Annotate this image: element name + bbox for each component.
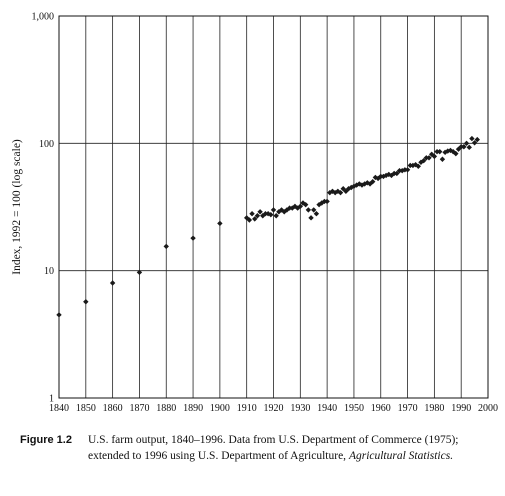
data-point bbox=[463, 140, 470, 147]
data-point bbox=[337, 189, 344, 196]
x-tick-label: 1860 bbox=[103, 403, 123, 414]
data-point bbox=[249, 211, 255, 217]
data-point bbox=[469, 135, 475, 142]
data-point bbox=[370, 178, 376, 185]
y-axis-label: Index, 1992 = 100 (log scale) bbox=[11, 139, 23, 275]
data-point bbox=[56, 312, 62, 318]
plot-frame bbox=[58, 15, 489, 399]
data-point bbox=[297, 203, 304, 210]
caption-text: U.S. farm output, 1840–1996. Data from U… bbox=[88, 432, 488, 464]
x-tick-label: 1840 bbox=[49, 403, 69, 414]
data-point bbox=[437, 148, 443, 155]
y-tick-labels: 1 10 100 1,000 bbox=[32, 12, 55, 405]
data-point bbox=[136, 269, 143, 276]
axes bbox=[58, 15, 489, 399]
data-point bbox=[466, 144, 472, 151]
data-point bbox=[415, 163, 421, 170]
y-tick-label: 100 bbox=[39, 139, 54, 150]
x-tick-label: 1900 bbox=[210, 403, 230, 414]
y-tick-label: 1,000 bbox=[32, 12, 55, 23]
data-point bbox=[302, 201, 309, 208]
x-tick-label: 1970 bbox=[398, 403, 418, 414]
figure-label: Figure 1.2 bbox=[20, 434, 72, 446]
x-tick-label: 2000 bbox=[478, 403, 498, 414]
data-point bbox=[461, 144, 467, 150]
data-point bbox=[404, 167, 411, 173]
data-point bbox=[273, 213, 279, 219]
caption-text-italic: Agricultural Statistics. bbox=[348, 450, 454, 462]
data-point bbox=[109, 280, 116, 286]
x-tick-label: 1880 bbox=[156, 403, 176, 414]
data-point bbox=[163, 243, 169, 250]
x-tick-label: 1920 bbox=[264, 403, 284, 414]
data-point bbox=[431, 153, 438, 160]
data-point bbox=[474, 136, 480, 143]
data-point bbox=[308, 215, 314, 221]
data-points bbox=[56, 135, 480, 318]
data-point bbox=[243, 215, 250, 221]
x-tick-label: 1890 bbox=[183, 403, 203, 414]
data-point bbox=[83, 299, 89, 305]
x-tick-labels: 1840 1850 1860 1870 1880 1890 1900 1910 1920 1930… bbox=[49, 403, 498, 414]
grid-lines bbox=[58, 15, 489, 399]
data-point bbox=[394, 170, 400, 177]
x-tick-label: 1850 bbox=[76, 403, 96, 414]
x-tick-label: 1870 bbox=[129, 403, 149, 414]
x-tick-label: 1930 bbox=[290, 403, 310, 414]
data-point bbox=[268, 212, 274, 218]
data-point bbox=[445, 148, 451, 154]
x-tick-label: 1960 bbox=[371, 403, 391, 414]
x-tick-label: 1990 bbox=[451, 403, 471, 414]
data-point bbox=[305, 207, 312, 213]
caption-text-main: U.S. farm output, 1840–1996. Data from U… bbox=[88, 434, 459, 462]
data-point bbox=[252, 216, 258, 222]
data-point bbox=[418, 159, 424, 165]
data-point bbox=[324, 198, 330, 205]
data-point bbox=[439, 156, 446, 162]
y-tick-label: 10 bbox=[44, 266, 54, 277]
x-tick-label: 1950 bbox=[344, 403, 364, 414]
data-point bbox=[327, 189, 333, 196]
data-point bbox=[254, 213, 261, 219]
x-tick-label: 1910 bbox=[237, 403, 257, 414]
data-point bbox=[270, 207, 277, 213]
data-point bbox=[453, 150, 459, 157]
data-point bbox=[471, 140, 478, 146]
x-tick-label: 1940 bbox=[317, 403, 337, 414]
data-point bbox=[246, 217, 253, 223]
chart: 1 10 100 1,000 1840 1850 1860 1870 1880 1890 1900… bbox=[11, 12, 498, 415]
data-point bbox=[426, 155, 432, 161]
data-point bbox=[313, 211, 320, 217]
data-point bbox=[190, 235, 196, 241]
x-tick-label: 1980 bbox=[424, 403, 444, 414]
data-point bbox=[289, 205, 295, 211]
data-point bbox=[420, 158, 427, 164]
data-point bbox=[257, 209, 263, 215]
data-point bbox=[217, 220, 223, 227]
y-tick-label: 1 bbox=[49, 394, 54, 405]
data-point bbox=[311, 207, 317, 213]
data-point bbox=[260, 213, 266, 219]
